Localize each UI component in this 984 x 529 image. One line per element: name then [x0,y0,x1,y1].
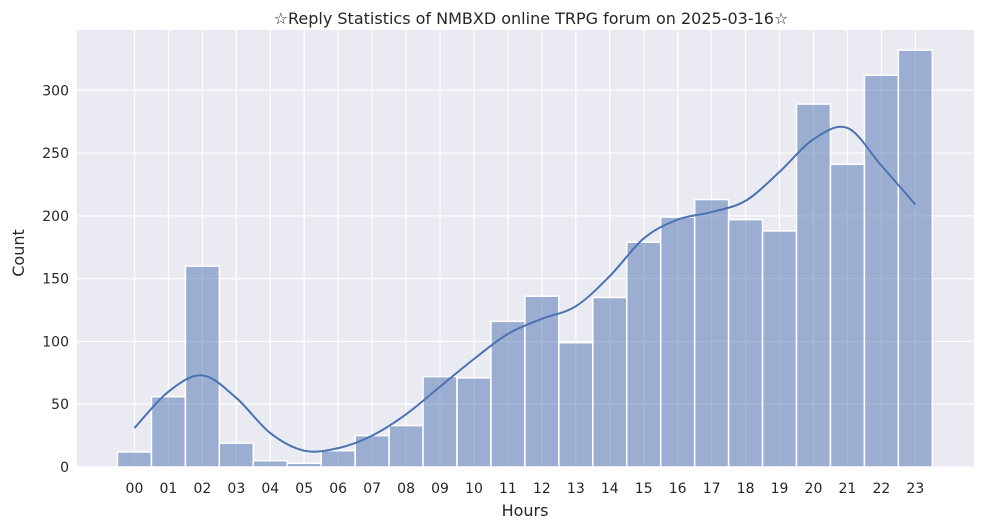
x-tick-label: 13 [567,481,585,497]
x-tick-label: 20 [805,481,823,497]
y-tick-label: 200 [42,209,69,225]
bars [116,49,934,468]
y-tick-label: 50 [51,397,69,413]
y-tick-label: 300 [42,83,69,99]
x-tick-label: 16 [669,481,687,497]
bar-01 [150,395,187,468]
kde-line [133,125,917,453]
bar-00 [116,451,153,468]
x-tick-label: 06 [329,481,347,497]
x-tick-label: 09 [431,481,449,497]
bar-11 [490,320,526,468]
x-tick-label: 03 [227,481,245,497]
x-tick-label: 23 [906,481,924,497]
bar-14 [592,296,628,468]
bar-09 [422,375,458,468]
x-tick-label: 19 [771,481,789,497]
bar-08 [388,424,424,468]
bar-15 [626,241,662,468]
x-tick-label: 18 [737,481,755,497]
bar-19 [761,230,798,468]
x-tick-label: 04 [261,481,279,497]
bar-04 [252,459,289,468]
x-tick-label: 17 [703,481,721,497]
x-tick-label: 21 [839,481,857,497]
bar-21 [829,163,866,468]
bar-18 [727,218,764,468]
bar-23 [897,49,934,468]
y-tick-label: 100 [42,334,69,350]
bar-22 [863,74,900,468]
bar-12 [524,295,560,468]
bar-13 [558,341,594,468]
bar-03 [218,442,255,468]
x-axis-ticks: 00 01 02 03 04 05 06 07 08 09 10 11 12 13 14 15 16 17 18 19… [126,481,925,497]
y-tick-label: 250 [42,146,69,162]
x-tick-label: 00 [126,481,144,497]
x-tick-label: 05 [295,481,313,497]
bar-16 [659,216,696,468]
x-tick-label: 14 [601,481,619,497]
y-axis-label: Count [9,229,28,277]
x-tick-label: 15 [635,481,653,497]
bar-20 [795,103,832,468]
bar-17 [693,198,730,468]
x-tick-label: 11 [499,481,517,497]
x-tick-label: 12 [533,481,551,497]
x-tick-label: 08 [397,481,415,497]
x-tick-label: 02 [193,481,211,497]
y-axis-ticks: 0 50 100 150 200 250 300 [42,83,69,476]
y-tick-label: 150 [42,272,69,288]
bar-07 [354,434,390,468]
bar-05 [286,462,322,468]
bar-06 [320,449,356,468]
y-tick-label: 0 [60,460,69,476]
x-tick-label: 07 [363,481,381,497]
plot-area [77,30,974,468]
chart-title: ☆Reply Statistics of NMBXD online TRPG f… [274,9,789,28]
x-axis-label: Hours [502,501,549,520]
bar-10 [456,377,492,468]
bar-02 [184,265,221,468]
x-tick-label: 22 [872,481,890,497]
x-tick-label: 01 [160,481,178,497]
x-tick-label: 10 [465,481,483,497]
